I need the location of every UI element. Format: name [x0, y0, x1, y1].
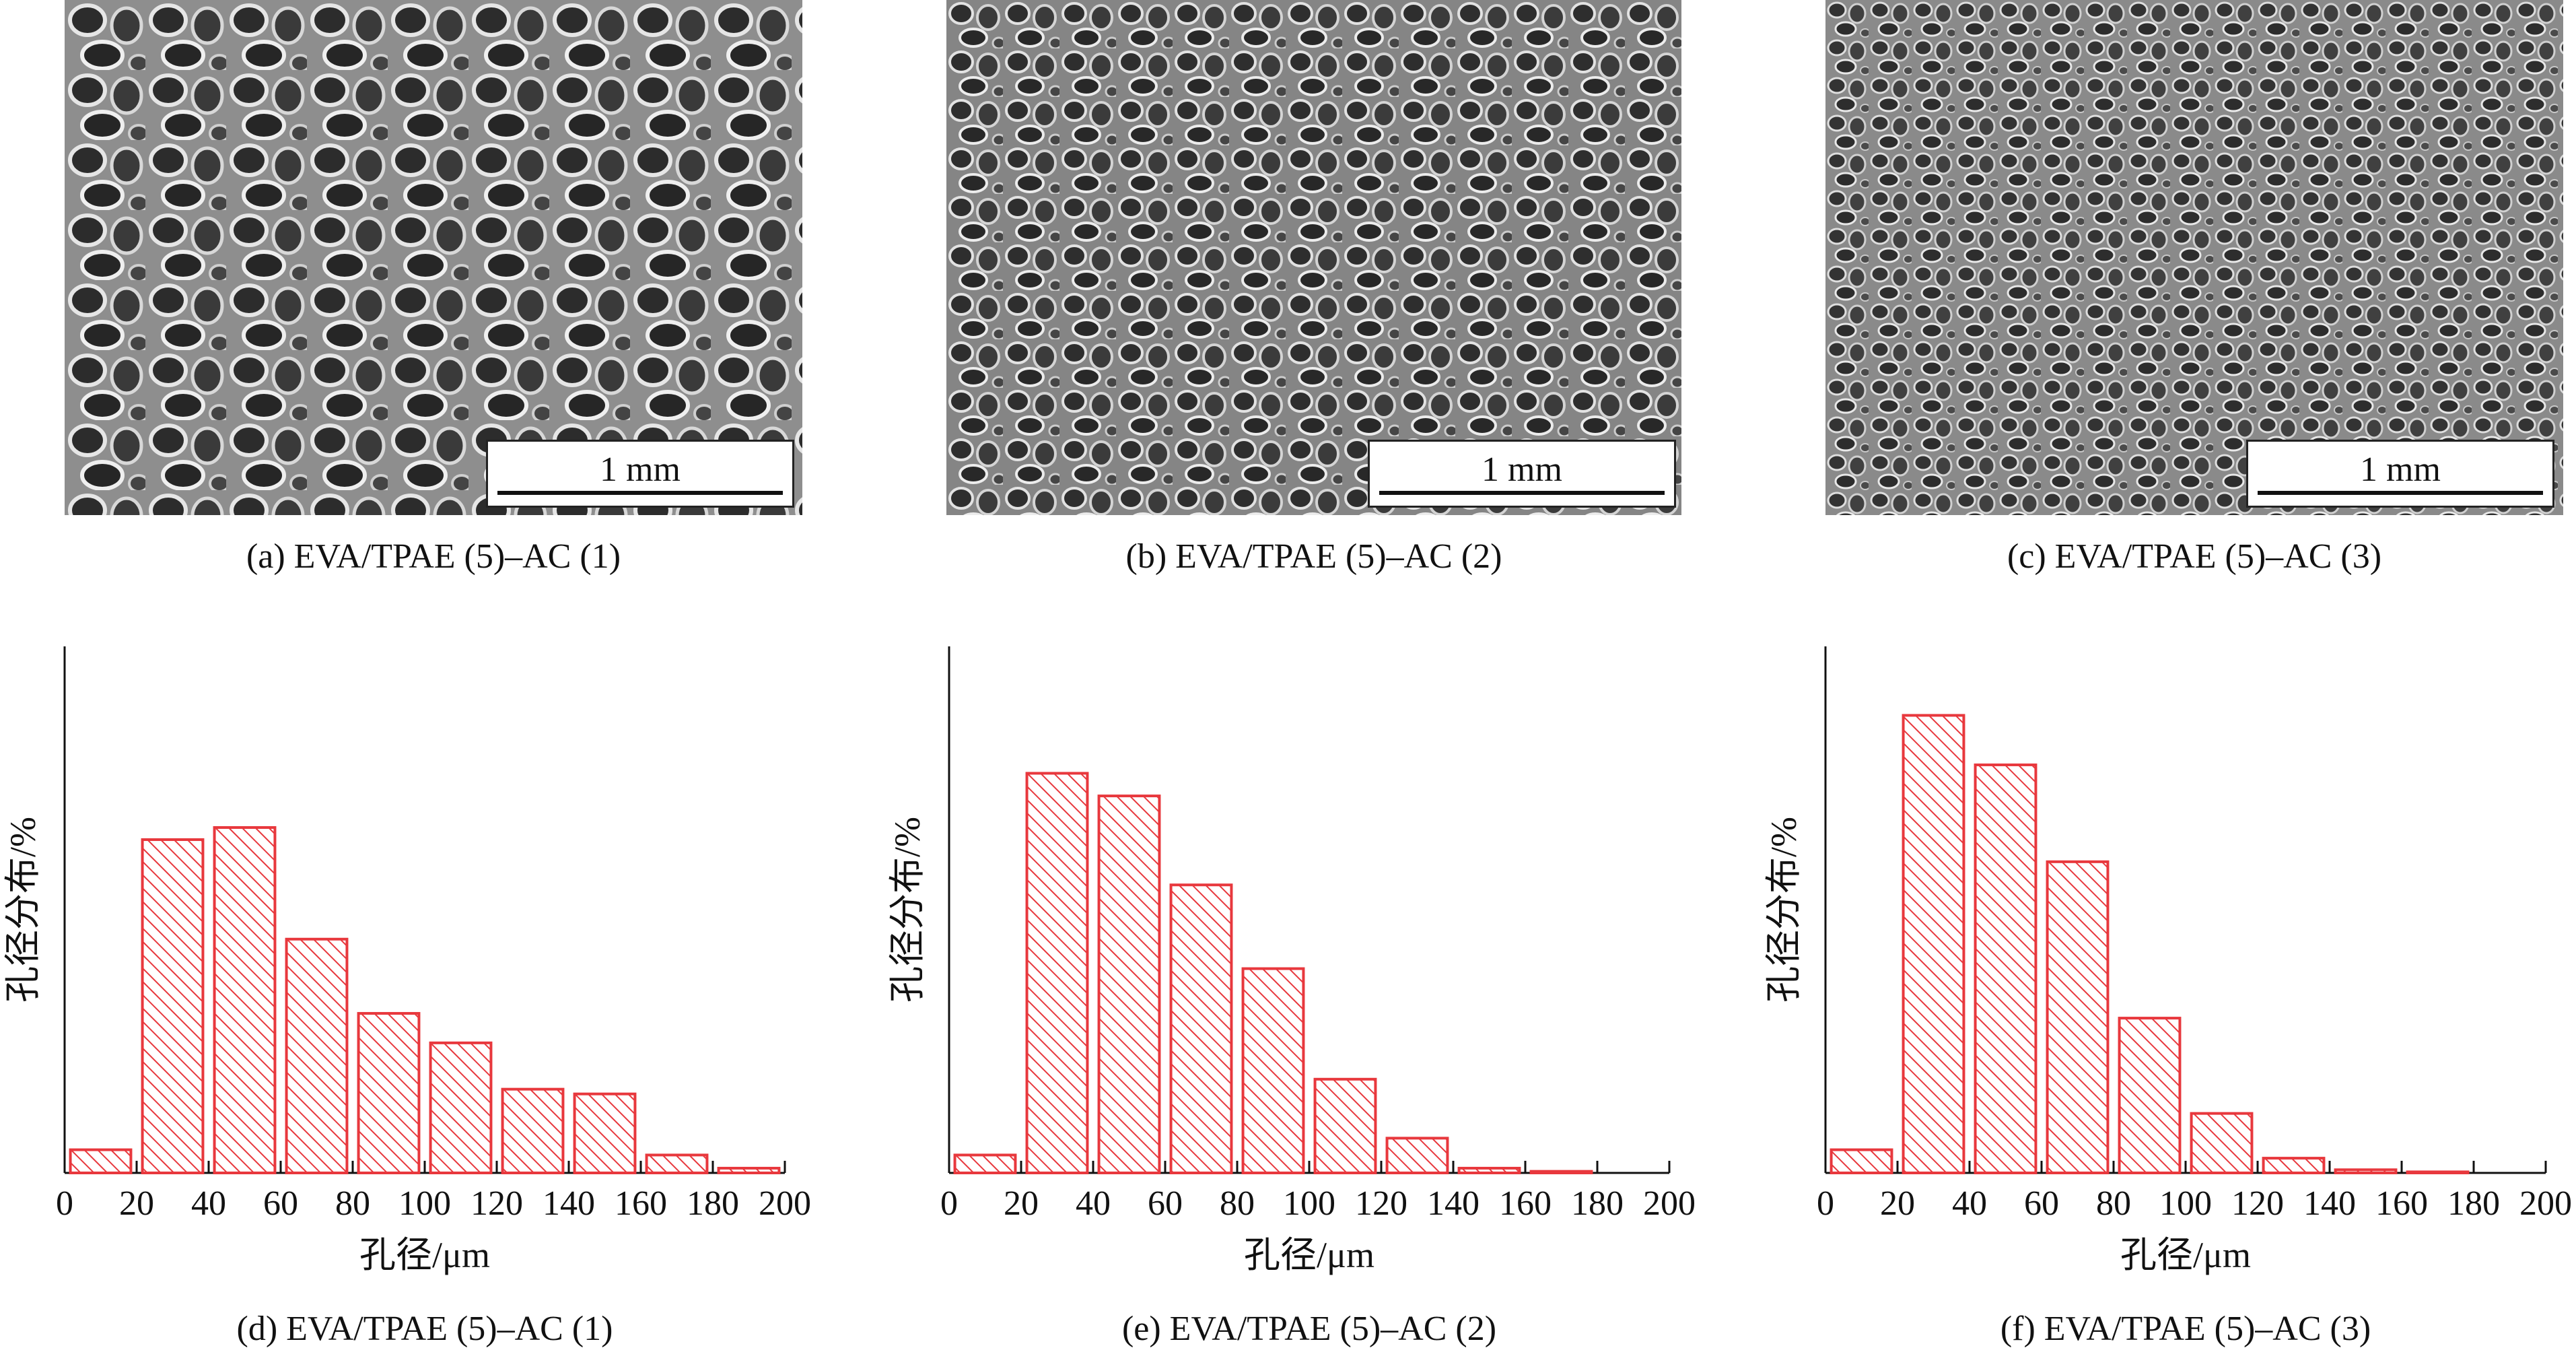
histogram-bar: [1169, 883, 1233, 1174]
x-tick-label: 140: [2303, 1184, 2356, 1223]
foam-texture-a: [65, 0, 802, 515]
foam-texture-b: [946, 0, 1681, 515]
chart-caption: (e) EVA/TPAE (5)–AC (2): [1122, 1310, 1496, 1348]
x-tick-label: 160: [615, 1184, 667, 1223]
x-tick-label: 140: [543, 1184, 595, 1223]
x-tick-label: 0: [940, 1184, 958, 1223]
x-tick-label: 100: [2159, 1184, 2212, 1223]
histogram-bar: [2262, 1157, 2326, 1175]
x-tick-label: 160: [1499, 1184, 1552, 1223]
scale-bar-line: [497, 491, 783, 495]
x-tick-label: 180: [687, 1184, 739, 1223]
histogram-bar: [2046, 860, 2110, 1174]
x-tick-label: 0: [1817, 1184, 1834, 1223]
histogram-e: 0 20 40 60 80 100 120 140 160 180 200 孔径/μm 孔径分布/% (e…: [887, 646, 1696, 1348]
histogram-bar: [2406, 1170, 2470, 1175]
x-tick-label: 140: [1427, 1184, 1480, 1223]
histogram-bar: [1025, 772, 1089, 1175]
y-axis-label: 孔径分布/%: [1764, 817, 1804, 1003]
caption-b: (b) EVA/TPAE (5)–AC (2): [1125, 537, 1502, 576]
x-tick-label: 40: [1952, 1184, 1987, 1223]
x-tick-label: 100: [398, 1184, 451, 1223]
histogram-bar: [1529, 1170, 1593, 1175]
x-tick-label: 100: [1283, 1184, 1335, 1223]
histogram-bar: [501, 1087, 565, 1174]
x-tick-label: 20: [1880, 1184, 1915, 1223]
histogram-bar: [717, 1166, 781, 1175]
x-axis-label: 孔径/μm: [1244, 1235, 1374, 1275]
histogram-bar: [645, 1153, 709, 1174]
scale-bar-label: 1 mm: [1482, 450, 1562, 489]
histogram-bar: [1830, 1148, 1893, 1175]
sem-image-b: [946, 0, 1681, 515]
x-tick-label: 60: [1148, 1184, 1183, 1223]
x-tick-label: 80: [335, 1184, 370, 1223]
chart-caption: (f) EVA/TPAE (5)–AC (3): [2000, 1310, 2371, 1348]
x-tick-label: 120: [2231, 1184, 2284, 1223]
histogram-bar: [2118, 1017, 2182, 1175]
x-tick-label: 180: [2447, 1184, 2500, 1223]
histogram-bar: [1902, 714, 1965, 1174]
x-axis-label: 孔径/μm: [359, 1235, 490, 1275]
histogram-bar: [69, 1148, 133, 1175]
chart-caption: (d) EVA/TPAE (5)–AC (1): [237, 1310, 613, 1348]
histogram-bar: [1313, 1077, 1377, 1174]
scale-bar-label: 1 mm: [2360, 450, 2441, 489]
foam-texture-c: [1825, 0, 2563, 515]
scale-bar-b: 1 mm: [1368, 440, 1676, 508]
x-tick-label: 80: [2096, 1184, 2131, 1223]
x-tick-label: 120: [1355, 1184, 1407, 1223]
scale-bar-a: 1 mm: [486, 440, 794, 508]
y-axis-label: 孔径分布/%: [887, 817, 928, 1003]
x-tick-label: 0: [56, 1184, 73, 1223]
x-tick-label: 80: [1220, 1184, 1255, 1223]
histogram-bar: [141, 838, 205, 1175]
histogram-f: 0 20 40 60 80 100 120 140 160 180 200 孔径/μm 孔径分布/% (f…: [1764, 646, 2572, 1348]
histogram-bar: [2334, 1168, 2398, 1174]
histogram-bar: [953, 1153, 1017, 1174]
x-tick-label: 40: [191, 1184, 226, 1223]
sem-image-a: [65, 0, 802, 515]
y-axis-label: 孔径分布/%: [3, 817, 43, 1003]
scale-bar-label: 1 mm: [600, 450, 681, 489]
x-tick-label: 120: [471, 1184, 523, 1223]
histogram-bar: [1385, 1137, 1449, 1174]
x-tick-label: 20: [1004, 1184, 1039, 1223]
histogram-bar: [213, 826, 277, 1175]
histogram-bar: [357, 1012, 421, 1174]
caption-c: (c) EVA/TPAE (5)–AC (3): [2007, 537, 2382, 576]
histogram-bar: [1457, 1166, 1521, 1175]
histogram-bar: [573, 1092, 637, 1174]
x-tick-label: 200: [1643, 1184, 1696, 1223]
histogram-bar: [1097, 795, 1161, 1174]
scale-bar-c: 1 mm: [2246, 440, 2554, 508]
histogram-bar: [2190, 1112, 2254, 1175]
histogram-d: 0 20 40 60 80 100 120 140 160 180 200 孔径/μm 孔径分布/% (d…: [3, 646, 811, 1348]
histogram-bar: [285, 937, 349, 1174]
scale-bar-line: [2258, 491, 2543, 495]
x-tick-label: 200: [2519, 1184, 2572, 1223]
scale-bar-line: [1379, 491, 1665, 495]
x-tick-label: 200: [759, 1184, 811, 1223]
histogram-bar: [1241, 967, 1305, 1174]
sem-image-c: [1825, 0, 2563, 515]
histogram-bar: [1974, 763, 2038, 1174]
caption-a: (a) EVA/TPAE (5)–AC (1): [246, 537, 621, 576]
x-tick-label: 20: [119, 1184, 154, 1223]
x-axis-label: 孔径/μm: [2120, 1235, 2251, 1275]
x-tick-label: 180: [1571, 1184, 1624, 1223]
x-tick-label: 40: [1076, 1184, 1111, 1223]
histogram-bar: [429, 1041, 493, 1174]
x-tick-label: 60: [2024, 1184, 2059, 1223]
x-tick-label: 60: [263, 1184, 298, 1223]
x-tick-label: 160: [2375, 1184, 2428, 1223]
